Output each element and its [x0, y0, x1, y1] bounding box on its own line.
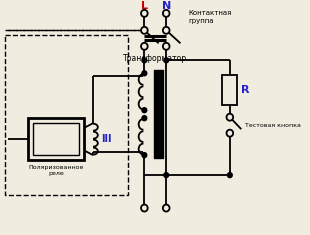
Text: III: III — [101, 134, 111, 144]
Circle shape — [163, 43, 170, 50]
Circle shape — [141, 204, 148, 212]
Text: Трансформатор: Трансформатор — [122, 54, 187, 63]
Circle shape — [164, 172, 169, 178]
Text: R: R — [241, 85, 250, 95]
Text: Контактная
группа: Контактная группа — [188, 10, 232, 24]
Text: N: N — [162, 1, 171, 11]
Text: Тестовая кнопка: Тестовая кнопка — [245, 123, 301, 128]
Circle shape — [227, 130, 233, 137]
Circle shape — [142, 153, 147, 158]
Circle shape — [163, 10, 170, 17]
Circle shape — [163, 27, 170, 34]
Text: Поляризованное
реле: Поляризованное реле — [28, 165, 84, 176]
Text: II: II — [153, 132, 160, 142]
Bar — [5, 35, 128, 195]
Bar — [33, 123, 79, 155]
Bar — [222, 75, 237, 105]
Circle shape — [164, 58, 169, 63]
Bar — [29, 118, 84, 160]
Circle shape — [228, 172, 232, 178]
Circle shape — [141, 43, 148, 50]
Circle shape — [142, 116, 147, 121]
Circle shape — [163, 204, 170, 212]
Circle shape — [142, 108, 147, 113]
Circle shape — [142, 58, 147, 63]
Circle shape — [141, 27, 148, 34]
Circle shape — [142, 71, 147, 76]
Circle shape — [227, 114, 233, 121]
Text: I: I — [153, 87, 157, 97]
Circle shape — [141, 10, 148, 17]
Text: L: L — [141, 1, 148, 11]
